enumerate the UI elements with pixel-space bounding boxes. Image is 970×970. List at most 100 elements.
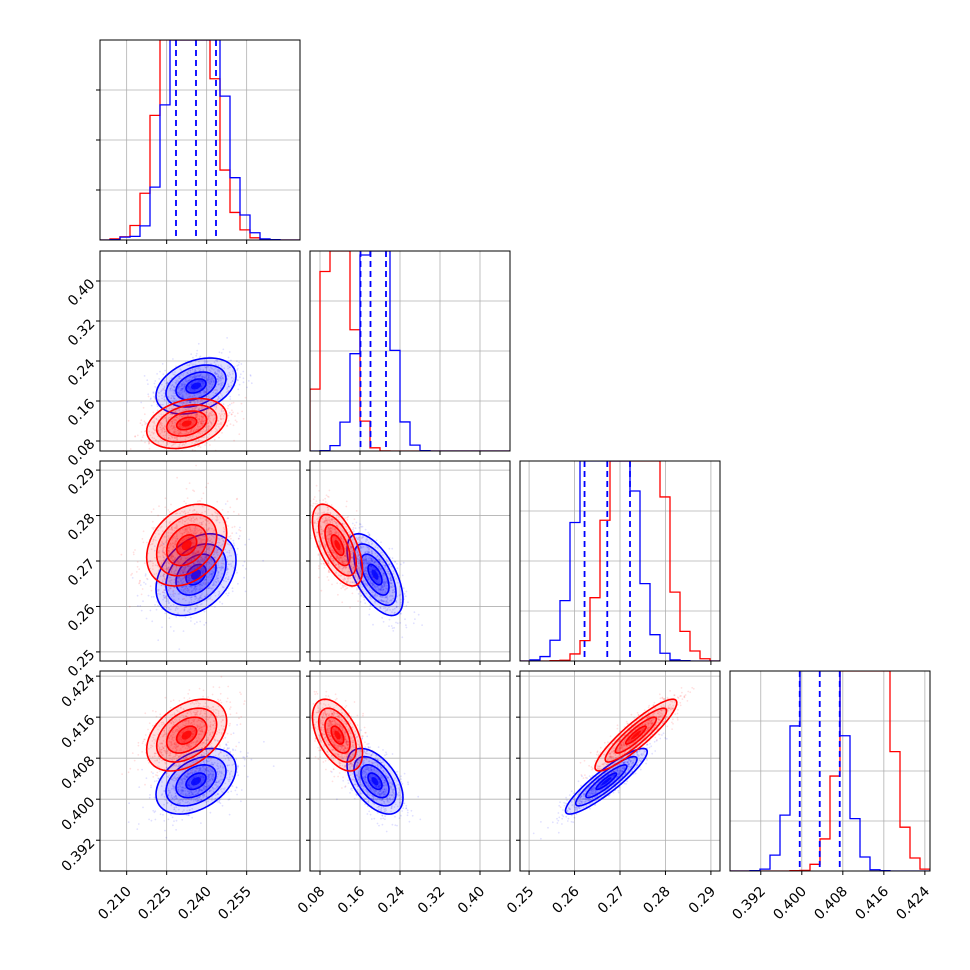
sample-point xyxy=(163,591,166,594)
sample-point xyxy=(167,586,170,588)
sample-point xyxy=(185,537,188,540)
sample-point xyxy=(204,555,207,558)
sample-point xyxy=(361,585,364,588)
sample-point xyxy=(170,444,173,447)
sample-point xyxy=(194,607,196,610)
sample-point xyxy=(218,541,221,544)
sample-point xyxy=(194,526,197,528)
sample-point xyxy=(209,425,211,428)
sample-point xyxy=(201,375,204,378)
sample-point xyxy=(212,379,215,382)
sample-point xyxy=(414,618,416,620)
sample-point xyxy=(167,570,170,572)
sample-point xyxy=(148,442,151,445)
sample-point xyxy=(214,511,216,513)
sample-point xyxy=(376,554,379,557)
sample-point xyxy=(185,529,187,532)
sample-point xyxy=(197,421,200,424)
sample-point xyxy=(209,557,212,560)
sample-point xyxy=(174,421,176,424)
sample-point xyxy=(233,525,236,528)
sample-point xyxy=(187,432,190,434)
sample-point xyxy=(360,537,363,540)
sample-point xyxy=(218,581,220,583)
sample-point xyxy=(165,536,167,538)
sample-point xyxy=(388,618,391,621)
sample-point xyxy=(226,551,228,554)
sample-point xyxy=(162,575,165,578)
sample-point xyxy=(152,508,155,511)
sample-point xyxy=(371,576,374,579)
sample-point xyxy=(139,605,142,607)
sample-point xyxy=(193,532,196,535)
sample-point xyxy=(154,564,157,567)
sample-point xyxy=(190,520,193,523)
sample-point xyxy=(375,560,378,563)
sample-point xyxy=(210,422,213,425)
sample-point xyxy=(402,561,405,564)
sample-point xyxy=(152,568,154,570)
sample-point xyxy=(382,588,385,591)
sample-point xyxy=(181,548,183,551)
sample-point xyxy=(216,403,219,406)
sample-point xyxy=(192,517,195,519)
sample-point xyxy=(164,553,167,556)
sample-point xyxy=(151,560,153,563)
sample-point xyxy=(390,599,392,601)
sample-point xyxy=(206,379,209,381)
sample-point xyxy=(163,392,165,395)
sample-point xyxy=(200,556,203,559)
sample-point xyxy=(388,564,390,566)
sample-point xyxy=(174,543,177,546)
sample-point xyxy=(206,379,209,381)
sample-point xyxy=(369,568,372,571)
sample-point xyxy=(162,555,165,558)
sample-point xyxy=(389,586,392,588)
sample-point xyxy=(345,558,348,561)
sample-point xyxy=(369,556,371,559)
sample-point xyxy=(201,544,203,547)
sample-point xyxy=(236,497,239,500)
sample-point xyxy=(183,500,186,503)
sample-point xyxy=(154,424,157,427)
sample-point xyxy=(206,576,208,578)
sample-point xyxy=(232,567,235,569)
sample-point xyxy=(217,577,219,580)
sample-point xyxy=(183,531,186,534)
sample-point xyxy=(161,564,164,567)
sample-point xyxy=(146,578,149,581)
sample-point xyxy=(358,569,361,571)
sample-point xyxy=(384,581,386,583)
sample-point xyxy=(205,529,208,531)
sample-point xyxy=(371,568,374,570)
sample-point xyxy=(194,552,197,555)
sample-point xyxy=(177,385,180,388)
sample-point xyxy=(374,546,377,548)
sample-point xyxy=(202,420,205,423)
sample-point xyxy=(194,585,197,588)
sample-point xyxy=(357,600,359,602)
sample-point xyxy=(196,551,199,554)
sample-point xyxy=(189,435,192,438)
sample-point xyxy=(205,555,208,557)
sample-point xyxy=(181,578,184,581)
sample-point xyxy=(367,547,370,549)
sample-point xyxy=(347,554,350,556)
sample-point xyxy=(217,423,219,425)
sample-point xyxy=(345,559,348,562)
sample-point xyxy=(202,420,204,423)
sample-point xyxy=(185,530,187,533)
sample-point xyxy=(190,540,193,542)
sample-point xyxy=(163,560,165,563)
sample-point xyxy=(228,366,231,369)
sample-point xyxy=(176,432,179,434)
sample-point xyxy=(357,562,360,564)
sample-point xyxy=(372,623,374,626)
sample-point xyxy=(199,446,202,449)
sample-point xyxy=(163,557,166,559)
sample-point xyxy=(226,567,229,570)
sample-point xyxy=(207,520,210,522)
sample-point xyxy=(202,407,205,409)
sample-point xyxy=(331,549,334,551)
sample-point xyxy=(178,550,181,553)
